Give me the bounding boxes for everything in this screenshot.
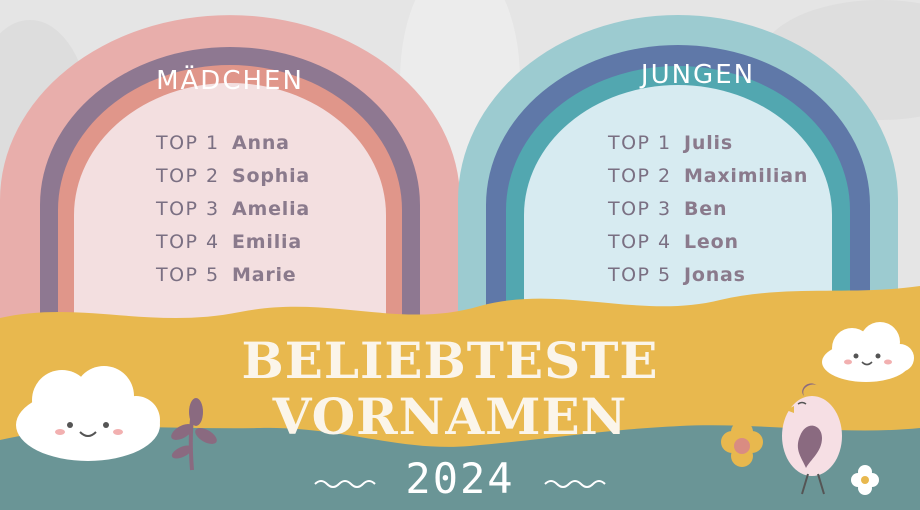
- rank-label: TOP 5: [156, 263, 220, 286]
- list-item: TOP 1 Anna: [156, 126, 310, 159]
- rank-label: TOP 1: [608, 131, 672, 154]
- boys-rainbow: [458, 15, 898, 330]
- list-item: TOP 1 Julis: [608, 126, 808, 159]
- rank-label: TOP 3: [608, 197, 672, 220]
- plant-icon: [171, 398, 217, 471]
- headline-line-2: VORNAMEN: [272, 387, 628, 446]
- teal-wave: [0, 425, 920, 510]
- boys-title: JUNGEN: [640, 60, 756, 90]
- bird-icon: [782, 383, 842, 495]
- boys-list: TOP 1 Julis TOP 2 Maximilian TOP 3 Ben TOP 4 Le…: [608, 126, 808, 291]
- squiggle-left-icon: [314, 480, 376, 488]
- daisy-icon: [851, 465, 879, 495]
- list-item: TOP 3 Ben: [608, 192, 808, 225]
- list-item: TOP 4 Leon: [608, 225, 808, 258]
- name-label: Emilia: [232, 230, 302, 253]
- list-item: TOP 5 Marie: [156, 258, 310, 291]
- list-item: TOP 5 Jonas: [608, 258, 808, 291]
- rank-label: TOP 4: [156, 230, 220, 253]
- name-label: Anna: [232, 131, 290, 154]
- cloud-left-icon: [16, 366, 160, 461]
- name-label: Jonas: [684, 263, 746, 286]
- name-label: Ben: [684, 197, 728, 220]
- headline-line-1: BELIEBTESTE: [241, 331, 659, 390]
- rank-label: TOP 1: [156, 131, 220, 154]
- cloud-right-icon: [822, 322, 914, 382]
- rank-label: TOP 5: [608, 263, 672, 286]
- flower-icon: [721, 421, 763, 467]
- girls-title: MÄDCHEN: [156, 66, 304, 96]
- name-label: Julis: [684, 131, 733, 154]
- squiggle-right-icon: [544, 480, 606, 488]
- girls-rainbow: [0, 15, 460, 331]
- name-label: Sophia: [232, 164, 310, 187]
- rank-label: TOP 2: [156, 164, 220, 187]
- name-label: Marie: [232, 263, 297, 286]
- year-label: 2024: [405, 454, 515, 503]
- rank-label: TOP 4: [608, 230, 672, 253]
- rank-label: TOP 2: [608, 164, 672, 187]
- list-item: TOP 2 Maximilian: [608, 159, 808, 192]
- girls-list: TOP 1 Anna TOP 2 Sophia TOP 3 Amelia TOP 4 Emil…: [156, 126, 310, 291]
- name-label: Leon: [684, 230, 739, 253]
- name-label: Amelia: [232, 197, 311, 220]
- list-item: TOP 2 Sophia: [156, 159, 310, 192]
- list-item: TOP 4 Emilia: [156, 225, 310, 258]
- list-item: TOP 3 Amelia: [156, 192, 310, 225]
- rank-label: TOP 3: [156, 197, 220, 220]
- name-label: Maximilian: [684, 164, 809, 187]
